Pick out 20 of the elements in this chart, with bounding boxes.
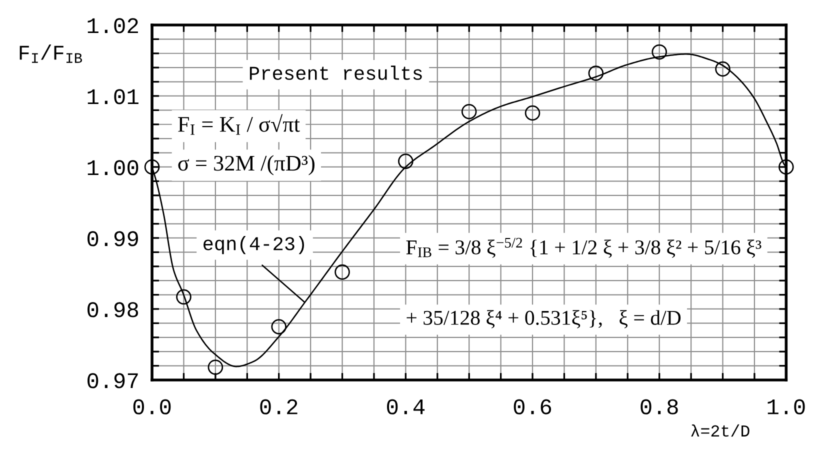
- x-tick-label: 0.2: [260, 399, 298, 414]
- annotation: F$_{IB}$ = 3/8 ξ$^{−5/2}$ {1 + 1/2 ξ + 3/8 ξ² + 5/16 ξ³: [406, 238, 762, 258]
- x-axis-title: λ=2t/D: [691, 424, 750, 437]
- x-tick-label: 0.6: [514, 399, 552, 414]
- y-tick-label: 0.98: [88, 302, 138, 318]
- annotation: σ = 32M /(πD³): [178, 155, 314, 176]
- y-tick-label: 0.99: [88, 231, 138, 246]
- y-tick-label: 1.00: [88, 160, 138, 176]
- y-tick-label: 1.01: [88, 89, 138, 104]
- annotation: eqn(4-23): [204, 236, 304, 254]
- annotation: F$_{I}$ = K$_{I}$ / σ√πt: [178, 114, 300, 135]
- y-tick-label: 1.02: [88, 18, 138, 34]
- x-tick-label: 0.8: [640, 399, 678, 414]
- x-tick-label: 0.4: [387, 399, 425, 414]
- y-tick-label: 0.97: [88, 373, 138, 388]
- x-tick-label: 1.0: [768, 399, 805, 414]
- y-axis-title: F$_{I}$/F$_{IB}$: [20, 44, 82, 63]
- x-tick-label: 0.0: [133, 399, 171, 414]
- annotation: Present results: [250, 66, 422, 80]
- annotation: + 35/128 ξ⁴ + 0.531ξ⁵}, ξ = d/D: [406, 310, 681, 328]
